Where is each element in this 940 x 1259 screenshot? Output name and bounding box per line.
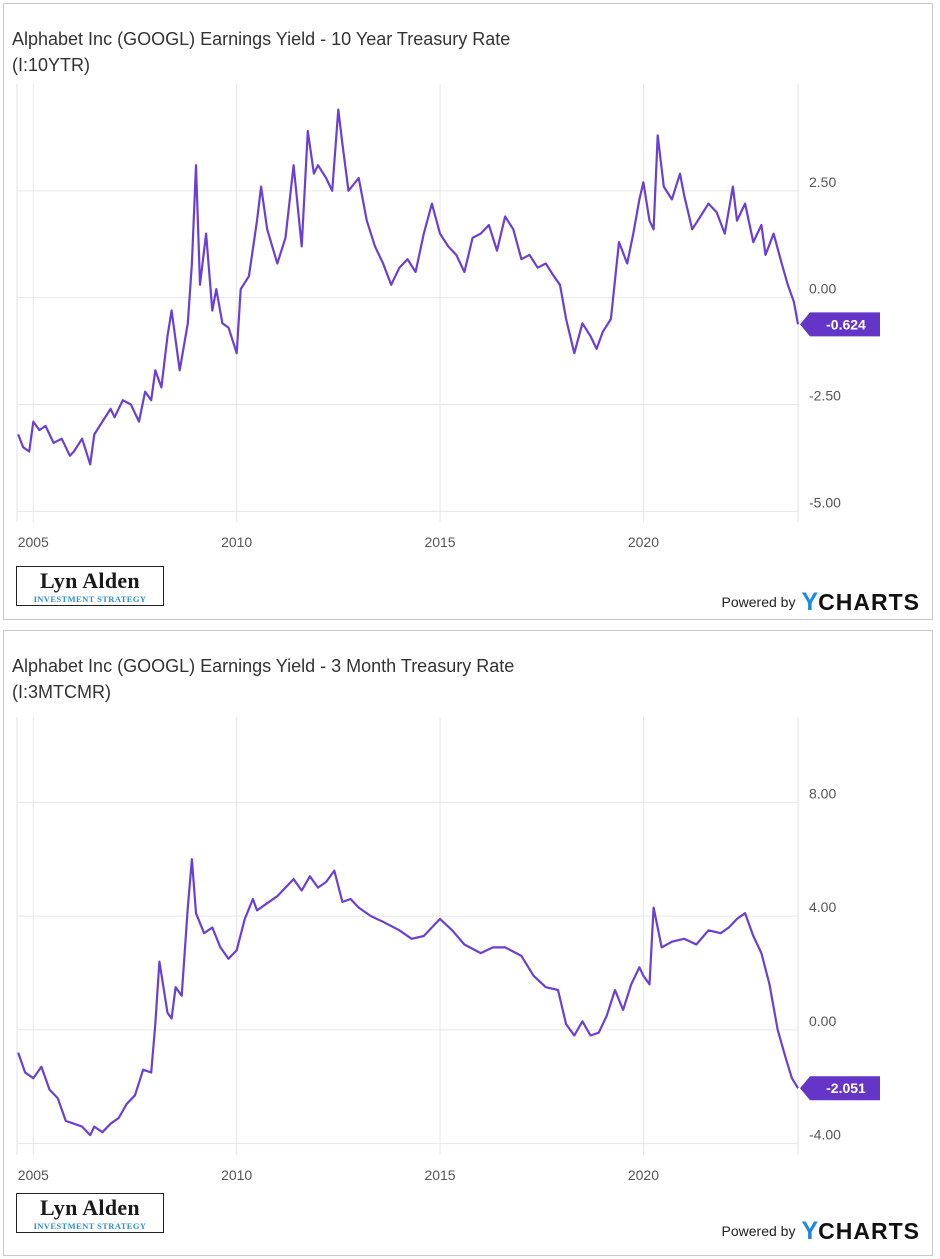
x-tick-label: 2005 — [18, 1167, 49, 1183]
chart-subtitle: (I:10YTR) — [12, 55, 91, 75]
powered-by-text: Powered by — [721, 1223, 796, 1239]
last-value-label: -0.624 — [826, 316, 866, 332]
ycharts-y-mark: Y — [801, 1216, 819, 1245]
y-tick-label: -2.50 — [809, 387, 841, 403]
last-value-label: -2.051 — [826, 1080, 866, 1096]
x-tick-label: 2020 — [628, 1167, 659, 1183]
chart-panel-3m: Alphabet Inc (GOOGL) Earnings Yield - 3 … — [3, 630, 933, 1256]
ycharts-wordmark: CHARTS — [818, 588, 920, 615]
last-value-badge: -2.051 — [800, 1076, 880, 1101]
powered-by-ycharts[interactable]: Powered by Y CHARTS — [722, 588, 920, 616]
y-tick-label: -4.00 — [809, 1127, 841, 1143]
logo-name: Lyn Alden — [40, 1195, 140, 1220]
x-tick-label: 2020 — [628, 534, 659, 550]
y-tick-label: 0.00 — [809, 281, 836, 297]
last-value-badge: -0.624 — [800, 312, 880, 337]
logo-name: Lyn Alden — [40, 568, 140, 593]
chart-panel-10y: Alphabet Inc (GOOGL) Earnings Yield - 10… — [3, 3, 933, 620]
logo-tagline: INVESTMENT STRATEGY — [33, 1221, 147, 1231]
ycharts-wordmark: CHARTS — [818, 1217, 920, 1244]
x-tick-label: 2015 — [424, 534, 455, 550]
x-tick-label: 2005 — [18, 534, 49, 550]
last-value-badge-shape — [800, 1076, 880, 1101]
ycharts-y-mark: Y — [801, 587, 819, 616]
lyn-alden-logo: Lyn Alden INVESTMENT STRATEGY — [16, 566, 164, 606]
x-tick-label: 2010 — [221, 534, 252, 550]
chart-10y: 2.50 0.00 -2.50 -5.00 2005 2010 2015 2020 -0.624 — [16, 84, 880, 550]
series-line — [17, 858, 799, 1137]
y-tick-label: 8.00 — [809, 785, 836, 801]
last-value-badge-shape — [800, 312, 880, 337]
chart-subtitle: (I:3MTCMR) — [12, 682, 111, 702]
powered-by-text: Powered by — [721, 594, 796, 610]
x-tick-label: 2015 — [424, 1167, 455, 1183]
logo-tagline: INVESTMENT STRATEGY — [33, 594, 147, 604]
chart-title: Alphabet Inc (GOOGL) Earnings Yield - 3 … — [12, 656, 515, 676]
powered-by-ycharts[interactable]: Powered by Y CHARTS — [722, 1217, 920, 1245]
x-tick-label: 2010 — [221, 1167, 252, 1183]
chart-title: Alphabet Inc (GOOGL) Earnings Yield - 10… — [12, 29, 511, 49]
y-tick-label: 2.50 — [809, 174, 836, 190]
series-line — [17, 108, 800, 466]
lyn-alden-logo: Lyn Alden INVESTMENT STRATEGY — [16, 1193, 164, 1233]
chart-3m: 8.00 4.00 0.00 -4.00 2005 2010 2015 2020 -2.051 — [16, 717, 880, 1183]
y-tick-label: -5.00 — [809, 494, 841, 510]
y-tick-label: 0.00 — [809, 1013, 836, 1029]
y-tick-label: 4.00 — [809, 899, 836, 915]
